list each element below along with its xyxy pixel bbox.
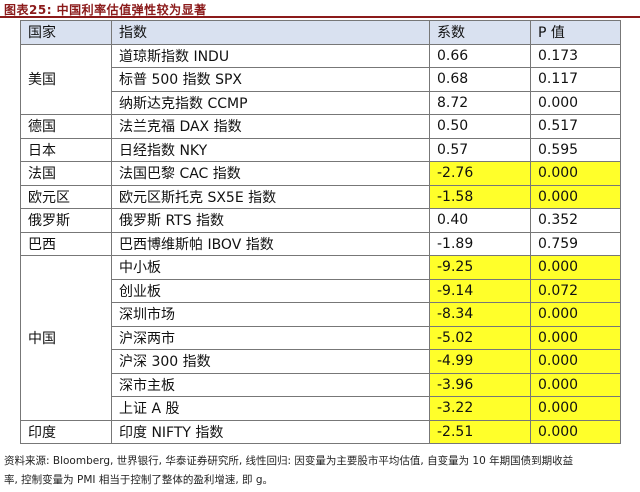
coefficient-cell: -3.22 — [429, 396, 531, 421]
p-value-cell: 0.000 — [530, 349, 621, 374]
p-value-cell: 0.000 — [530, 302, 621, 327]
p-value-cell: 0.000 — [530, 419, 621, 444]
table-row: 日本 日经指数 NKY 0.57 0.595 — [20, 137, 621, 162]
coefficient-cell: -9.25 — [429, 255, 531, 280]
source-note: 资料来源: Bloomberg, 世界银行, 华泰证券研究所, 线性回归: 因变… — [4, 452, 636, 490]
figure-title: 图表25: 中国利率估值弹性较为显著 — [4, 3, 207, 17]
coefficient-cell: 8.72 — [429, 90, 531, 115]
index-cell: 纳斯达克指数 CCMP — [111, 90, 430, 115]
source-line-1: 资料来源: Bloomberg, 世界银行, 华泰证券研究所, 线性回归: 因变… — [4, 455, 574, 467]
p-value-cell: 0.517 — [530, 114, 621, 139]
p-value-cell: 0.173 — [530, 43, 621, 68]
table-body: 美国 道琼斯指数 INDU 0.66 0.173 标普 500 指数 SPX 0.68 0.… — [20, 43, 621, 444]
p-value-cell: 0.000 — [530, 325, 621, 350]
p-value-cell: 0.759 — [530, 231, 621, 256]
p-value-cell: 0.000 — [530, 161, 621, 186]
country-cell: 俄罗斯 — [20, 208, 112, 233]
regression-table: 国家 指数 系数 P 值 美国 道琼斯指数 INDU 0.66 0.173 标普 500… — [20, 20, 621, 444]
table-row: 欧元区 欧元区斯托克 SX5E 指数 -1.58 0.000 — [20, 184, 621, 209]
index-cell: 创业板 — [111, 278, 430, 303]
index-cell: 深市主板 — [111, 372, 430, 397]
p-value-cell: 0.000 — [530, 255, 621, 280]
index-cell: 俄罗斯 RTS 指数 — [111, 208, 430, 233]
index-cell: 沪深两市 — [111, 325, 430, 350]
table-row: 上证 A 股 -3.22 0.000 — [21, 396, 621, 421]
country-cell: 美国 — [20, 43, 112, 115]
source-line-2: 率, 控制变量为 PMI 相当于控制了整体的盈利增速, 即 g。 — [4, 474, 274, 486]
header-index: 指数 — [111, 20, 430, 45]
country-cell: 中国 — [20, 255, 112, 421]
coefficient-cell: -2.51 — [429, 419, 531, 444]
coefficient-cell: 0.57 — [429, 137, 531, 162]
index-cell: 巴西博维斯帕 IBOV 指数 — [111, 231, 430, 256]
index-cell: 中小板 — [111, 255, 430, 280]
country-cell: 德国 — [20, 114, 112, 139]
coefficient-cell: -8.34 — [429, 302, 531, 327]
p-value-cell: 0.352 — [530, 208, 621, 233]
p-value-cell: 0.000 — [530, 90, 621, 115]
index-cell: 法国巴黎 CAC 指数 — [111, 161, 430, 186]
country-cell: 欧元区 — [20, 184, 112, 209]
p-value-cell: 0.117 — [530, 67, 621, 92]
table-header-row: 国家 指数 系数 P 值 — [20, 20, 621, 45]
coefficient-cell: -9.14 — [429, 278, 531, 303]
index-cell: 沪深 300 指数 — [111, 349, 430, 374]
table-row: 标普 500 指数 SPX 0.68 0.117 — [21, 67, 621, 92]
header-p-value: P 值 — [530, 20, 621, 45]
table-row: 创业板 -9.14 0.072 — [21, 278, 621, 303]
coefficient-cell: 0.66 — [429, 43, 531, 68]
table-row: 美国 道琼斯指数 INDU 0.66 0.173 — [20, 43, 621, 115]
table-row: 德国 法兰克福 DAX 指数 0.50 0.517 — [20, 114, 621, 139]
coefficient-cell: 0.50 — [429, 114, 531, 139]
p-value-cell: 0.000 — [530, 396, 621, 421]
p-value-cell: 0.000 — [530, 184, 621, 209]
index-cell: 标普 500 指数 SPX — [111, 67, 430, 92]
p-value-cell: 0.000 — [530, 372, 621, 397]
p-value-cell: 0.072 — [530, 278, 621, 303]
table-row: 沪深两市 -5.02 0.000 — [21, 325, 621, 350]
table-row: 法国 法国巴黎 CAC 指数 -2.76 0.000 — [20, 161, 621, 186]
table-row: 深市主板 -3.96 0.000 — [21, 372, 621, 397]
coefficient-cell: -3.96 — [429, 372, 531, 397]
figure-header: 图表25: 中国利率估值弹性较为显著 — [0, 0, 640, 18]
table-row: 中国 中小板 -9.25 0.000 — [20, 255, 621, 421]
coefficient-cell: 0.68 — [429, 67, 531, 92]
country-cell: 日本 — [20, 137, 112, 162]
coefficient-cell: -4.99 — [429, 349, 531, 374]
table-row: 沪深 300 指数 -4.99 0.000 — [21, 349, 621, 374]
coefficient-cell: 0.40 — [429, 208, 531, 233]
index-cell: 欧元区斯托克 SX5E 指数 — [111, 184, 430, 209]
country-cell: 印度 — [20, 419, 112, 444]
coefficient-cell: -5.02 — [429, 325, 531, 350]
index-cell: 法兰克福 DAX 指数 — [111, 114, 430, 139]
coefficient-cell: -1.58 — [429, 184, 531, 209]
table-row: 俄罗斯 俄罗斯 RTS 指数 0.40 0.352 — [20, 208, 621, 233]
table-row: 纳斯达克指数 CCMP 8.72 0.000 — [21, 90, 621, 115]
header-coefficient: 系数 — [429, 20, 531, 45]
table-row: 印度 印度 NIFTY 指数 -2.51 0.000 — [20, 419, 621, 444]
p-value-cell: 0.595 — [530, 137, 621, 162]
table-row: 深圳市场 -8.34 0.000 — [21, 302, 621, 327]
coefficient-cell: -2.76 — [429, 161, 531, 186]
index-cell: 印度 NIFTY 指数 — [111, 419, 430, 444]
coefficient-cell: -1.89 — [429, 231, 531, 256]
country-cell: 法国 — [20, 161, 112, 186]
header-country: 国家 — [20, 20, 112, 45]
table-row: 巴西 巴西博维斯帕 IBOV 指数 -1.89 0.759 — [20, 231, 621, 256]
country-cell: 巴西 — [20, 231, 112, 256]
index-cell: 日经指数 NKY — [111, 137, 430, 162]
index-cell: 道琼斯指数 INDU — [111, 43, 430, 68]
index-cell: 深圳市场 — [111, 302, 430, 327]
index-cell: 上证 A 股 — [111, 396, 430, 421]
